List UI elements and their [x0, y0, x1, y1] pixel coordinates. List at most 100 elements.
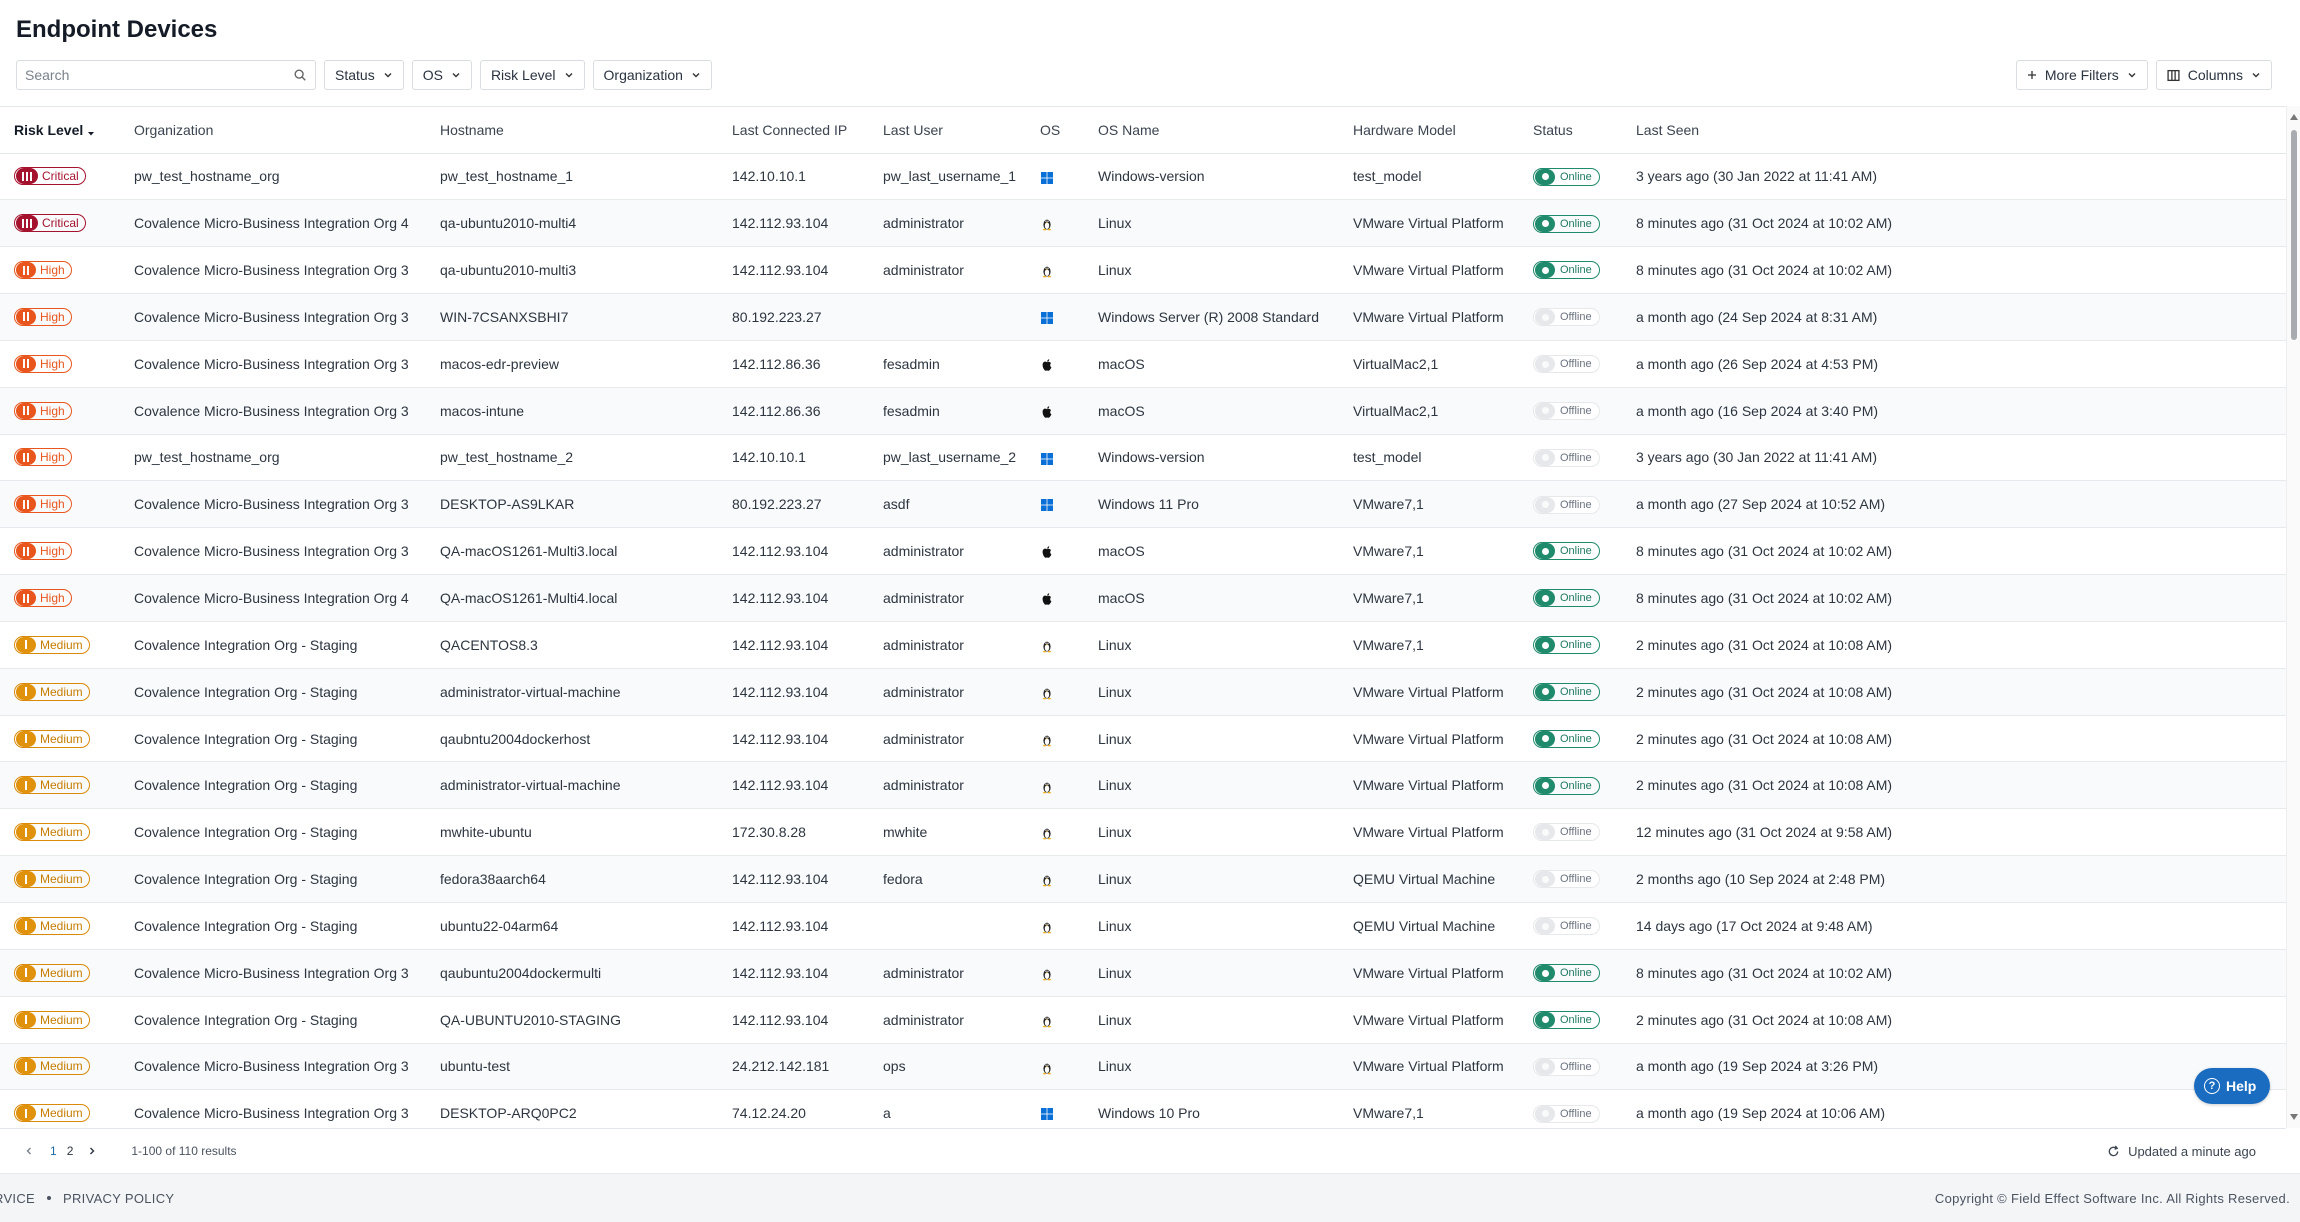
cell-os — [1026, 574, 1084, 622]
table-row[interactable]: Medium Covalence Integration Org - Stagin… — [0, 621, 2286, 669]
table-row[interactable]: Medium Covalence Integration Org - Stagin… — [0, 808, 2286, 857]
more-filters-button[interactable]: More Filters — [2015, 60, 2148, 90]
column-header-last-connected-ip[interactable]: Last Connected IP — [718, 107, 869, 154]
cell-hostname[interactable]: QA-macOS1261-Multi4.local — [426, 574, 718, 622]
cell-os — [1026, 1089, 1084, 1128]
column-header-last-user[interactable]: Last User — [869, 107, 1026, 154]
table-row[interactable]: High Covalence Micro-Business Integration… — [0, 246, 2286, 295]
cell-status: Offline — [1519, 340, 1622, 388]
table-row[interactable]: Medium Covalence Micro-Business Integrati… — [0, 1089, 2286, 1128]
table-row[interactable]: High Covalence Micro-Business Integration… — [0, 293, 2286, 341]
search-input[interactable] — [25, 67, 293, 83]
table-row[interactable]: Critical Covalence Micro-Business Integra… — [0, 199, 2286, 248]
cell-hostname[interactable]: QACENTOS8.3 — [426, 621, 718, 669]
column-header-status[interactable]: Status — [1519, 107, 1622, 154]
table-row[interactable]: Medium Covalence Integration Org - Stagin… — [0, 715, 2286, 763]
cell-organization: Covalence Micro-Business Integration Org… — [120, 574, 426, 622]
table-row[interactable]: High pw_test_hostname_org pw_test_hostname… — [0, 434, 2286, 482]
cell-hostname[interactable]: fedora38aarch64 — [426, 855, 718, 903]
table-row[interactable]: Medium Covalence Integration Org - Stagin… — [0, 855, 2286, 903]
column-header-risk-level[interactable]: Risk Level — [0, 107, 120, 154]
table-row[interactable]: Medium Covalence Micro-Business Integrati… — [0, 949, 2286, 997]
column-header-last-seen[interactable]: Last Seen — [1622, 107, 2286, 154]
help-button[interactable]: ? Help — [2194, 1068, 2271, 1104]
cell-hostname[interactable]: qaubuntu2004dockermulti — [426, 949, 718, 997]
cell-hostname[interactable]: QA-macOS1261-Multi3.local — [426, 527, 718, 576]
table-row[interactable]: Medium Covalence Integration Org - Stagin… — [0, 902, 2286, 950]
cell-os-name: Linux — [1084, 246, 1339, 295]
column-header-organization[interactable]: Organization — [120, 107, 426, 154]
table-row[interactable]: High Covalence Micro-Business Integration… — [0, 527, 2286, 576]
cell-hostname[interactable]: ubuntu22-04arm64 — [426, 902, 718, 950]
risk-level-text: Medium — [40, 872, 83, 887]
cell-hostname[interactable]: WIN-7CSANXSBHI7 — [426, 293, 718, 341]
os-filter[interactable]: OS — [411, 60, 472, 90]
cell-hostname[interactable]: pw_test_hostname_1 — [426, 153, 718, 201]
table-row[interactable]: Medium Covalence Integration Org - Stagin… — [0, 668, 2286, 716]
cell-hostname[interactable]: administrator-virtual-machine — [426, 761, 718, 810]
table-row[interactable]: Critical pw_test_hostname_org pw_test_host… — [0, 153, 2286, 201]
table-row[interactable]: High Covalence Micro-Business Integration… — [0, 387, 2286, 435]
risk-level-text: High — [40, 403, 65, 418]
cell-os-name: Linux — [1084, 855, 1339, 903]
cell-hostname[interactable]: administrator-virtual-machine — [426, 668, 718, 716]
page-2-link[interactable]: 2 — [66, 1144, 74, 1158]
cell-last-connected-ip: 142.112.93.104 — [718, 246, 869, 295]
cell-status: Offline — [1519, 293, 1622, 341]
page-1-link[interactable]: 1 — [50, 1144, 57, 1158]
table-row[interactable]: High Covalence Micro-Business Integration… — [0, 574, 2286, 622]
table-row[interactable]: Medium Covalence Integration Org - Stagin… — [0, 761, 2286, 810]
risk-level-bars-icon — [16, 871, 36, 888]
table-row[interactable]: Medium Covalence Micro-Business Integrati… — [0, 1043, 2286, 1091]
cell-hostname[interactable]: mwhite-ubuntu — [426, 808, 718, 857]
status-toggle-icon — [1535, 824, 1555, 841]
column-header-hostname[interactable]: Hostname — [426, 107, 718, 154]
next-page-button[interactable] — [83, 1142, 101, 1160]
cell-os — [1026, 949, 1084, 997]
cell-last-connected-ip: 142.10.10.1 — [718, 153, 869, 201]
scroll-down-arrow[interactable] — [2290, 1114, 2298, 1120]
scrollbar-thumb[interactable] — [2291, 130, 2297, 340]
status-filter[interactable]: Status — [324, 60, 404, 90]
cell-hostname[interactable]: qaubntu2004dockerhost — [426, 715, 718, 763]
vertical-scrollbar[interactable] — [2286, 106, 2300, 1128]
cell-hostname[interactable]: pw_test_hostname_2 — [426, 434, 718, 482]
privacy-policy-link[interactable]: PRIVACY POLICY — [63, 1190, 175, 1206]
table-row[interactable]: Medium Covalence Integration Org - Stagin… — [0, 996, 2286, 1044]
cell-organization: Covalence Micro-Business Integration Org… — [120, 340, 426, 388]
status-badge-online: Online — [1533, 589, 1600, 608]
table-row[interactable]: High Covalence Micro-Business Integration… — [0, 480, 2286, 529]
cell-organization: Covalence Integration Org - Staging — [120, 855, 426, 903]
cell-hostname[interactable]: DESKTOP-ARQ0PC2 — [426, 1089, 718, 1128]
cell-hostname[interactable]: ubuntu-test — [426, 1043, 718, 1091]
cell-hostname[interactable]: macos-intune — [426, 387, 718, 435]
cell-hostname[interactable]: qa-ubuntu2010-multi3 — [426, 246, 718, 295]
search-box[interactable] — [16, 60, 316, 90]
linux-icon — [1040, 215, 1054, 231]
column-header-os[interactable]: OS — [1026, 107, 1084, 154]
cell-os — [1026, 293, 1084, 341]
cell-hardware-model: VMware Virtual Platform — [1339, 246, 1519, 295]
scroll-up-arrow[interactable] — [2290, 114, 2298, 120]
cell-hostname[interactable]: macos-edr-preview — [426, 340, 718, 388]
cell-last-connected-ip: 142.112.86.36 — [718, 387, 869, 435]
column-header-os-name[interactable]: OS Name — [1084, 107, 1339, 154]
cell-hostname[interactable]: QA-UBUNTU2010-STAGING — [426, 996, 718, 1044]
refresh-status[interactable]: Updated a minute ago — [2107, 1144, 2256, 1159]
terms-of-service-link[interactable]: RVICE — [0, 1190, 35, 1206]
risk-level-filter[interactable]: Risk Level — [479, 60, 585, 90]
status-text: Offline — [1560, 498, 1592, 511]
risk-level-bars-icon — [16, 1105, 36, 1122]
risk-badge-critical: Critical — [14, 214, 86, 233]
column-header-hardware-model[interactable]: Hardware Model — [1339, 107, 1519, 154]
refresh-icon — [2108, 1145, 2119, 1156]
organization-filter[interactable]: Organization — [592, 60, 712, 90]
cell-hostname[interactable]: DESKTOP-AS9LKAR — [426, 480, 718, 529]
cell-status: Offline — [1519, 808, 1622, 857]
prev-page-button[interactable] — [20, 1142, 38, 1160]
cell-hostname[interactable]: qa-ubuntu2010-multi4 — [426, 199, 718, 248]
risk-badge-critical: Critical — [14, 167, 86, 186]
cell-last-seen: 12 minutes ago (31 Oct 2024 at 9:58 AM) — [1622, 808, 2286, 857]
table-row[interactable]: High Covalence Micro-Business Integration… — [0, 340, 2286, 388]
columns-button[interactable]: Columns — [2155, 60, 2272, 90]
